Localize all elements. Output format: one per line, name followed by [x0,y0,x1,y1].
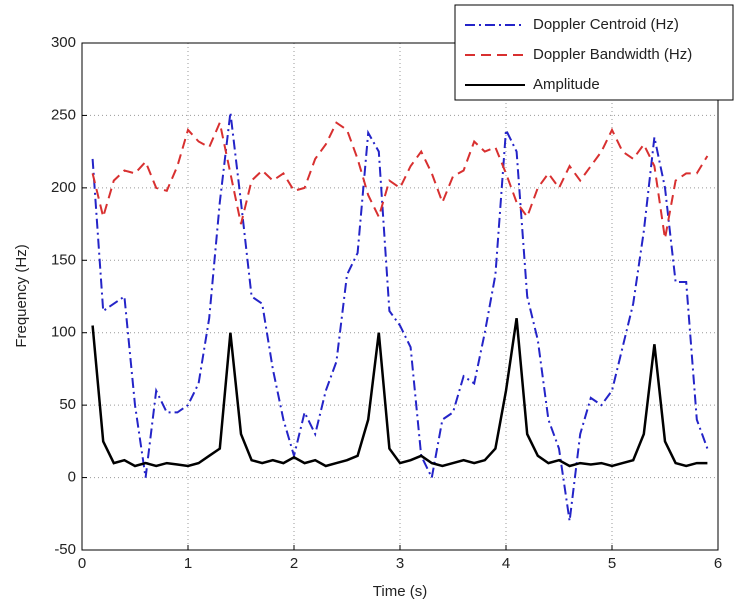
legend-label: Doppler Bandwidth (Hz) [533,46,692,63]
y-tick-label: -50 [54,541,76,558]
x-tick-label: 5 [608,555,616,572]
series-line [91,318,708,468]
y-tick-label: 150 [51,251,76,268]
x-tick-label: 6 [714,555,722,572]
x-tick-label: 4 [502,555,510,572]
x-tick-label: 3 [396,555,404,572]
series-line [91,112,709,522]
x-tick-label: 2 [290,555,298,572]
x-axis-label: Time (s) [373,583,427,600]
legend-label: Amplitude [533,76,600,93]
y-tick-label: 300 [51,34,76,51]
y-axis-label: Frequency (Hz) [13,244,30,347]
y-tick-label: 0 [68,469,76,486]
y-tick-label: 250 [51,106,76,123]
x-tick-label: 1 [184,555,192,572]
plot-frame [81,42,719,551]
y-tick-label: 50 [59,396,76,413]
y-tick-label: 100 [51,324,76,341]
y-tick-label: 200 [51,179,76,196]
series-line [91,119,709,239]
legend-label: Doppler Centroid (Hz) [533,16,679,33]
x-tick-label: 0 [78,555,86,572]
